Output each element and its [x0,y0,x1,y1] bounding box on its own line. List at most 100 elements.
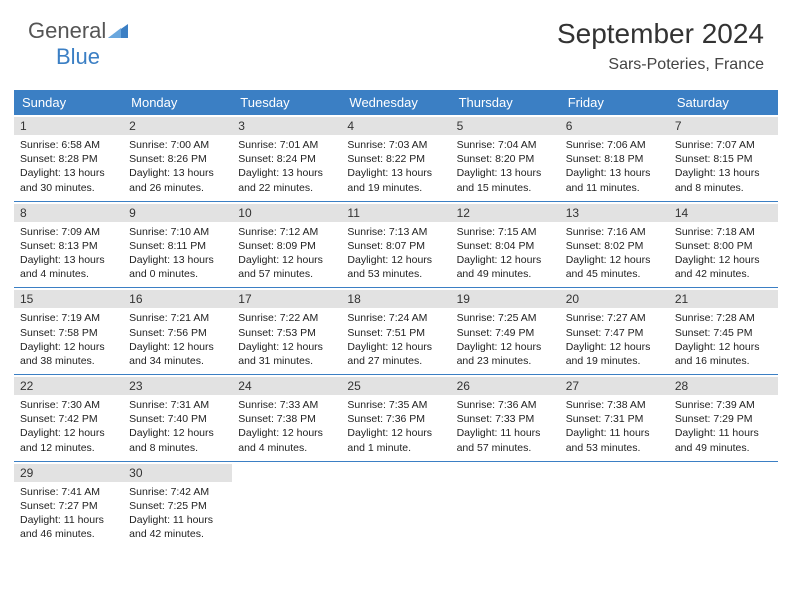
brand-general: General [28,18,106,43]
daylight-line-1: Daylight: 12 hours [566,253,663,267]
daylight-line-2: and 16 minutes. [675,354,772,368]
calendar-cell: 6Sunrise: 7:06 AMSunset: 8:18 PMDaylight… [560,115,669,201]
daylight-line-1: Daylight: 12 hours [675,253,772,267]
week-row: 1Sunrise: 6:58 AMSunset: 8:28 PMDaylight… [14,115,778,202]
daylight-line-1: Daylight: 12 hours [347,340,444,354]
daylight-line-1: Daylight: 13 hours [129,253,226,267]
daylight-line-2: and 19 minutes. [566,354,663,368]
daylight-line-2: and 1 minute. [347,441,444,455]
sunset-line: Sunset: 7:45 PM [675,326,772,340]
calendar-cell: 7Sunrise: 7:07 AMSunset: 8:15 PMDaylight… [669,115,778,201]
calendar-cell [451,462,560,548]
daylight-line-2: and 4 minutes. [20,267,117,281]
daylight-line-1: Daylight: 13 hours [457,166,554,180]
day-number: 21 [669,290,778,308]
daylight-line-1: Daylight: 12 hours [129,340,226,354]
sunset-line: Sunset: 7:31 PM [566,412,663,426]
sunset-line: Sunset: 8:15 PM [675,152,772,166]
day-header-sunday: Sunday [14,90,123,115]
calendar-cell: 5Sunrise: 7:04 AMSunset: 8:20 PMDaylight… [451,115,560,201]
sunset-line: Sunset: 8:02 PM [566,239,663,253]
month-title: September 2024 [557,18,764,50]
daylight-line-1: Daylight: 11 hours [457,426,554,440]
calendar-cell: 12Sunrise: 7:15 AMSunset: 8:04 PMDayligh… [451,202,560,288]
calendar-cell: 29Sunrise: 7:41 AMSunset: 7:27 PMDayligh… [14,462,123,548]
daylight-line-1: Daylight: 12 hours [457,340,554,354]
sunrise-line: Sunrise: 7:35 AM [347,398,444,412]
sunset-line: Sunset: 8:13 PM [20,239,117,253]
sunrise-line: Sunrise: 7:25 AM [457,311,554,325]
daylight-line-2: and 22 minutes. [238,181,335,195]
sunrise-line: Sunrise: 7:03 AM [347,138,444,152]
daylight-line-1: Daylight: 13 hours [20,253,117,267]
sunset-line: Sunset: 8:11 PM [129,239,226,253]
daylight-line-2: and 34 minutes. [129,354,226,368]
day-number: 30 [123,464,232,482]
daylight-line-2: and 49 minutes. [675,441,772,455]
daylight-line-2: and 57 minutes. [457,441,554,455]
daylight-line-2: and 8 minutes. [675,181,772,195]
week-row: 22Sunrise: 7:30 AMSunset: 7:42 PMDayligh… [14,375,778,462]
daylight-line-2: and 57 minutes. [238,267,335,281]
daylight-line-2: and 26 minutes. [129,181,226,195]
day-number: 14 [669,204,778,222]
daylight-line-1: Daylight: 12 hours [238,253,335,267]
sunrise-line: Sunrise: 7:06 AM [566,138,663,152]
daylight-line-2: and 53 minutes. [347,267,444,281]
sunrise-line: Sunrise: 7:27 AM [566,311,663,325]
calendar-cell: 24Sunrise: 7:33 AMSunset: 7:38 PMDayligh… [232,375,341,461]
day-number: 4 [341,117,450,135]
calendar-cell [232,462,341,548]
daylight-line-2: and 19 minutes. [347,181,444,195]
day-number: 7 [669,117,778,135]
calendar-cell: 17Sunrise: 7:22 AMSunset: 7:53 PMDayligh… [232,288,341,374]
daylight-line-1: Daylight: 12 hours [20,426,117,440]
day-number: 12 [451,204,560,222]
weeks-container: 1Sunrise: 6:58 AMSunset: 8:28 PMDaylight… [14,115,778,547]
sunset-line: Sunset: 8:00 PM [675,239,772,253]
sunrise-line: Sunrise: 7:00 AM [129,138,226,152]
calendar-cell: 28Sunrise: 7:39 AMSunset: 7:29 PMDayligh… [669,375,778,461]
day-header-wednesday: Wednesday [341,90,450,115]
day-header-friday: Friday [560,90,669,115]
daylight-line-1: Daylight: 12 hours [457,253,554,267]
daylight-line-1: Daylight: 12 hours [347,253,444,267]
day-number: 13 [560,204,669,222]
sunset-line: Sunset: 8:20 PM [457,152,554,166]
calendar-cell: 10Sunrise: 7:12 AMSunset: 8:09 PMDayligh… [232,202,341,288]
week-row: 8Sunrise: 7:09 AMSunset: 8:13 PMDaylight… [14,202,778,289]
title-block: September 2024 Sars-Poteries, France [557,18,764,74]
sunset-line: Sunset: 8:09 PM [238,239,335,253]
sunset-line: Sunset: 7:42 PM [20,412,117,426]
daylight-line-1: Daylight: 13 hours [20,166,117,180]
sunrise-line: Sunrise: 7:01 AM [238,138,335,152]
daylight-line-1: Daylight: 12 hours [20,340,117,354]
daylight-line-2: and 46 minutes. [20,527,117,541]
brand-blue: Blue [56,44,100,69]
daylight-line-1: Daylight: 13 hours [566,166,663,180]
day-number: 11 [341,204,450,222]
sunrise-line: Sunrise: 7:18 AM [675,225,772,239]
sunrise-line: Sunrise: 7:41 AM [20,485,117,499]
calendar-cell [669,462,778,548]
day-number: 15 [14,290,123,308]
day-header-tuesday: Tuesday [232,90,341,115]
calendar-cell: 21Sunrise: 7:28 AMSunset: 7:45 PMDayligh… [669,288,778,374]
day-number: 22 [14,377,123,395]
day-number: 25 [341,377,450,395]
calendar-cell: 25Sunrise: 7:35 AMSunset: 7:36 PMDayligh… [341,375,450,461]
calendar-cell: 16Sunrise: 7:21 AMSunset: 7:56 PMDayligh… [123,288,232,374]
daylight-line-2: and 45 minutes. [566,267,663,281]
calendar-cell: 14 Sunrise: 7:18 AMSunset: 8:00 PMDayligh… [669,202,778,288]
daylight-line-2: and 11 minutes. [566,181,663,195]
daylight-line-2: and 23 minutes. [457,354,554,368]
calendar-cell: 15Sunrise: 7:19 AMSunset: 7:58 PMDayligh… [14,288,123,374]
daylight-line-1: Daylight: 11 hours [129,513,226,527]
sunrise-line: Sunrise: 7:31 AM [129,398,226,412]
daylight-line-2: and 31 minutes. [238,354,335,368]
daylight-line-2: and 12 minutes. [20,441,117,455]
sunset-line: Sunset: 7:51 PM [347,326,444,340]
sunset-line: Sunset: 7:53 PM [238,326,335,340]
calendar-cell: 20Sunrise: 7:27 AMSunset: 7:47 PMDayligh… [560,288,669,374]
sunset-line: Sunset: 8:26 PM [129,152,226,166]
